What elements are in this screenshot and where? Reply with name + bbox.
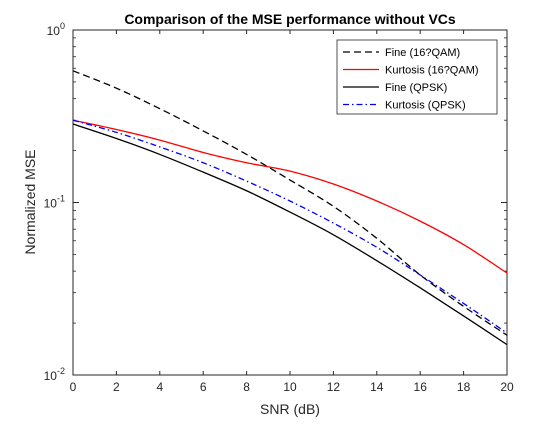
y-tick-label: 100 (47, 21, 65, 38)
legend-label-2: Kurtosis (16?QAM) (385, 65, 479, 77)
y-axis-label: Normalized MSE (22, 149, 38, 254)
x-axis-label: SNR (dB) (260, 401, 320, 417)
x-tick-label: 0 (70, 380, 77, 394)
series-line-3 (72, 123, 508, 346)
legend-box (336, 39, 498, 115)
x-tick-label: 16 (414, 380, 428, 394)
legend-label-3: Fine (QPSK) (385, 82, 447, 94)
x-tick-label: 14 (370, 380, 384, 394)
y-tick-label: 10-2 (44, 366, 65, 383)
x-tick-label: 2 (113, 380, 120, 394)
legend-label-4: Kurtosis (QPSK) (385, 100, 466, 112)
axis-ticks: 0 2 4 6 8 10 12 14 16 18 20 10-2 10-1 100 (44, 21, 514, 394)
series-layer (72, 70, 508, 346)
series-line-1 (72, 70, 508, 336)
legend-label-1: Fine (16?QAM) (385, 47, 460, 59)
y-tick-label: 10-1 (44, 194, 65, 211)
x-tick-label: 18 (457, 380, 471, 394)
series-line-4 (72, 119, 508, 334)
chart-title: Comparison of the MSE performance withou… (124, 11, 456, 27)
x-tick-label: 12 (327, 380, 341, 394)
legend: Fine (16?QAM) Kurtosis (16?QAM) Fine (QPSK… (336, 39, 498, 115)
x-tick-label: 10 (283, 380, 297, 394)
x-tick-label: 20 (500, 380, 514, 394)
x-tick-label: 8 (243, 380, 250, 394)
x-tick-label: 4 (156, 380, 163, 394)
x-tick-label: 6 (200, 380, 207, 394)
series-line-2 (72, 119, 508, 274)
